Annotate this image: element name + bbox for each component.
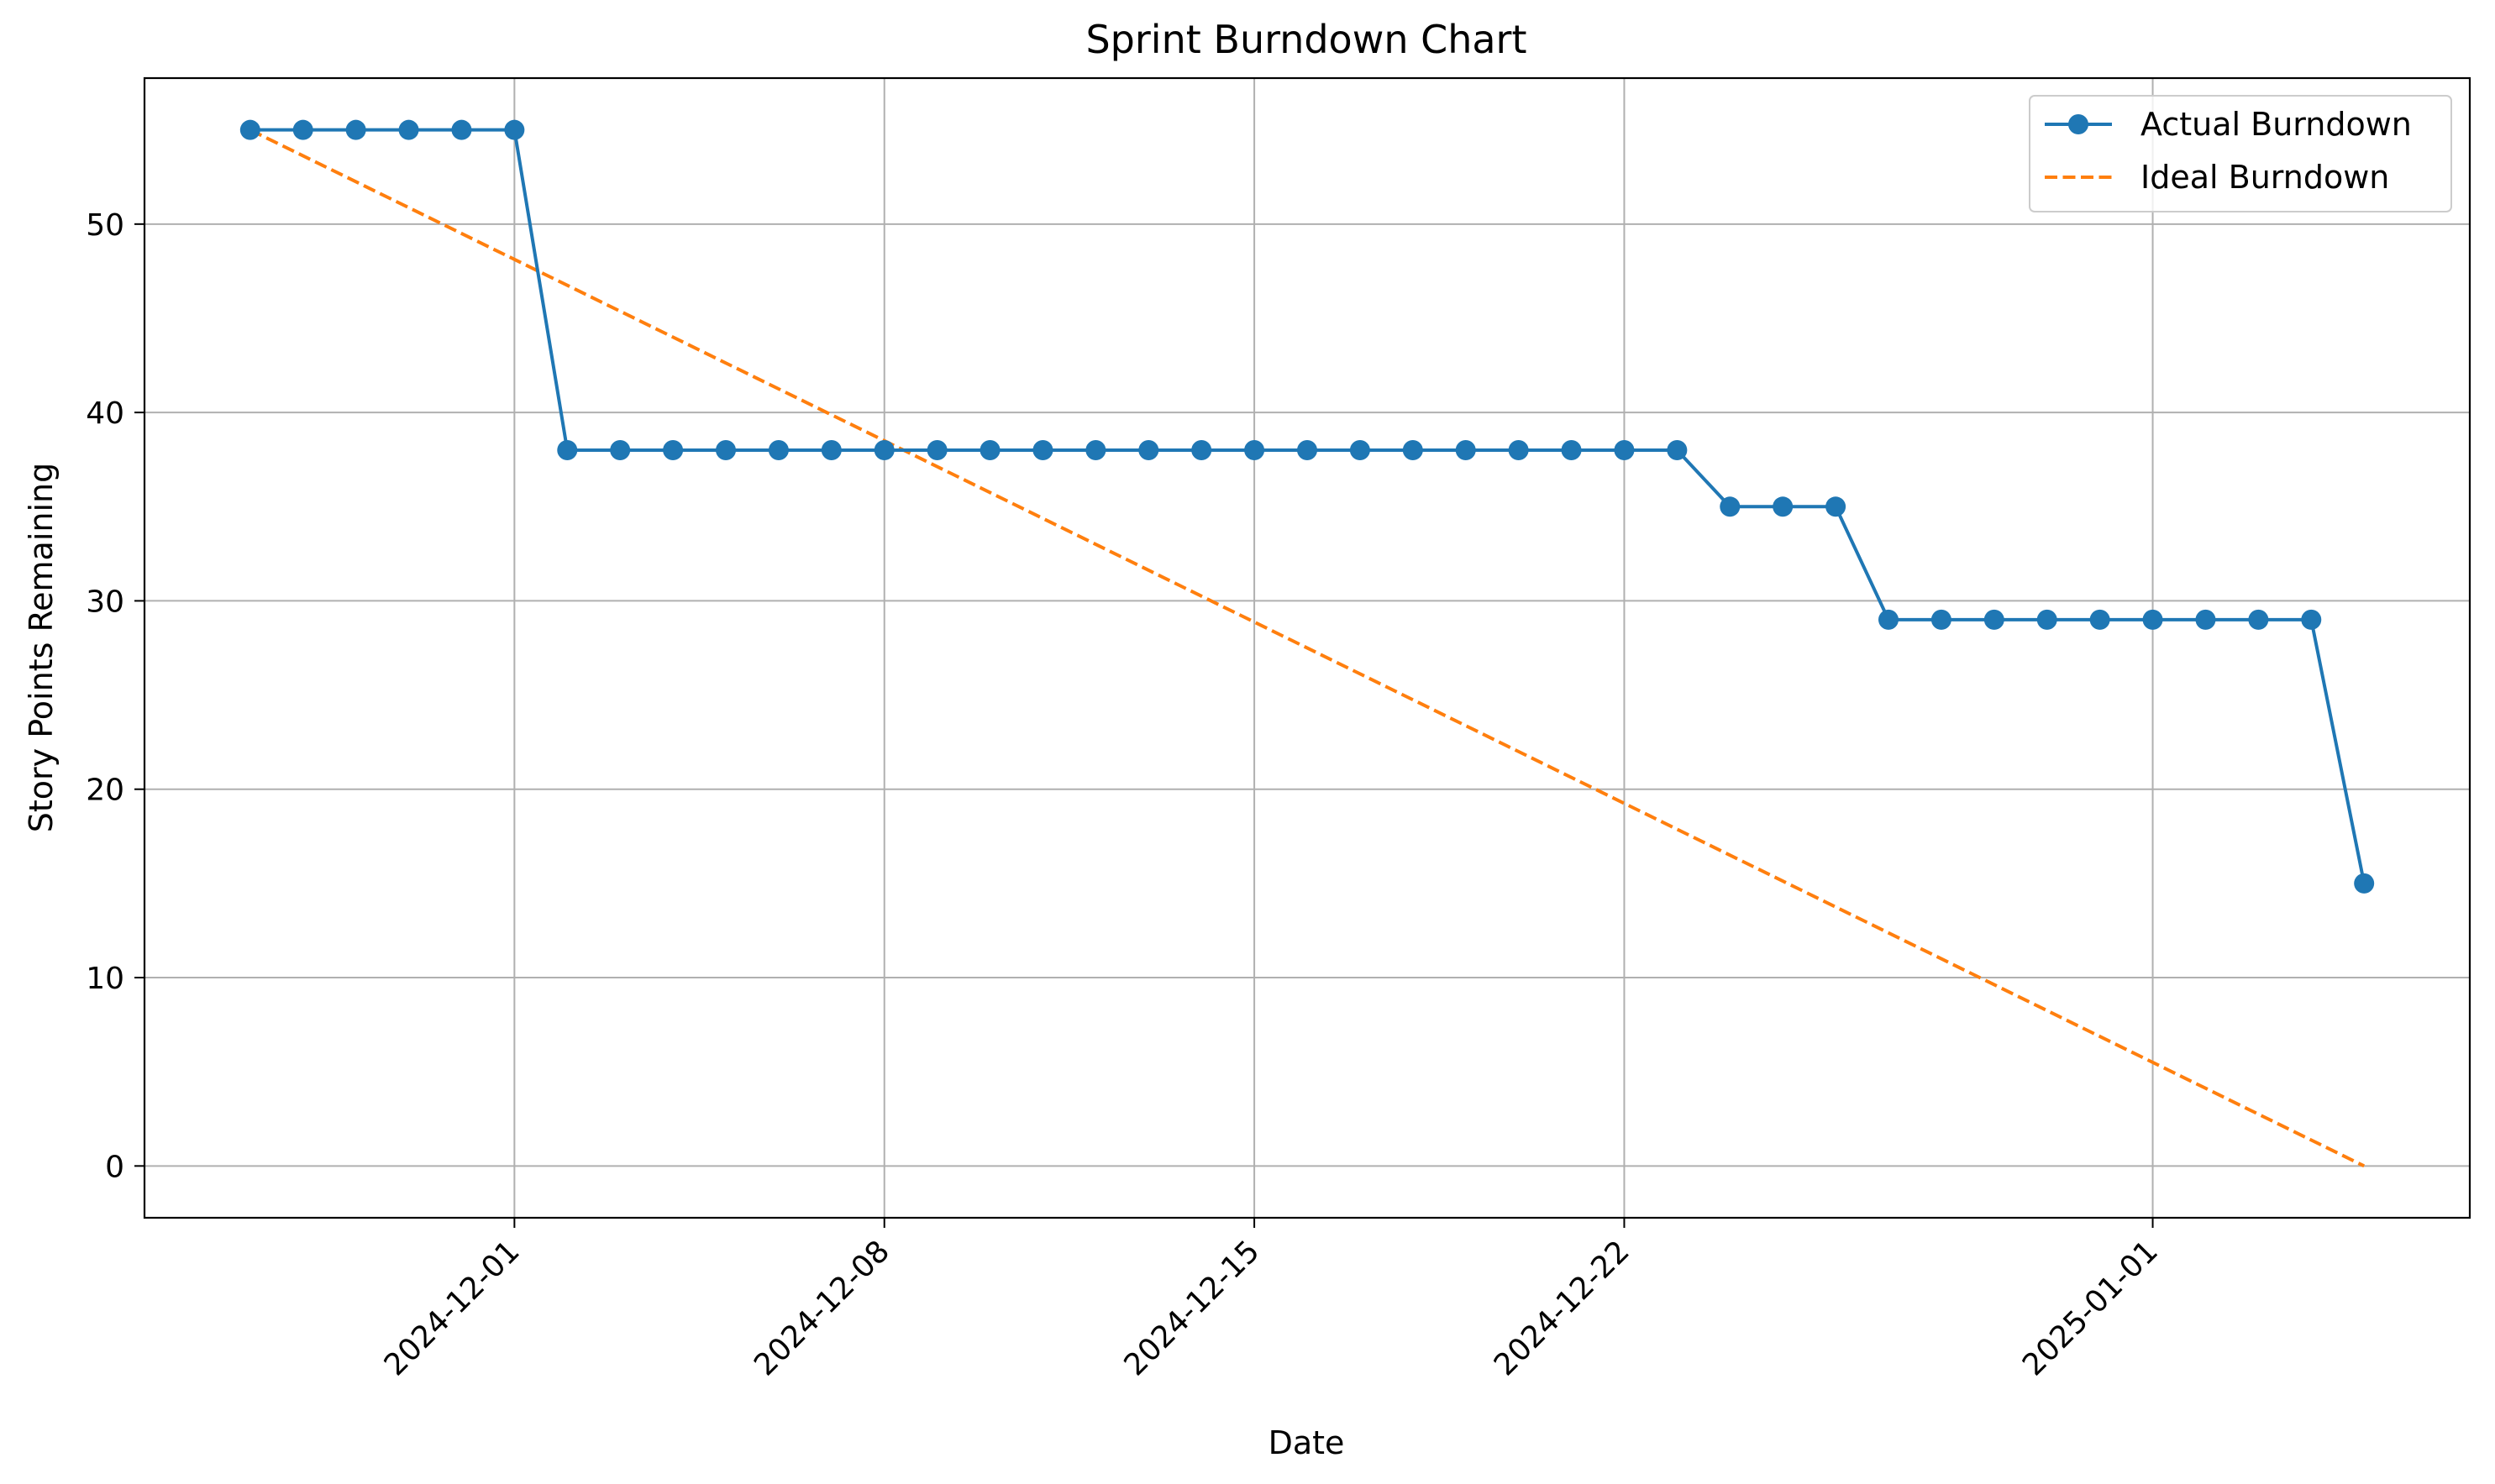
actual-burndown-point bbox=[980, 439, 1001, 460]
actual-burndown-point bbox=[398, 119, 419, 140]
x-axis-label: Date bbox=[1269, 1424, 1345, 1461]
actual-burndown-point bbox=[1720, 496, 1741, 517]
actual-burndown-point bbox=[768, 439, 789, 460]
actual-burndown-point bbox=[1561, 439, 1582, 460]
actual-burndown-point bbox=[345, 119, 366, 140]
actual-burndown-point bbox=[1085, 439, 1106, 460]
plot-area-frame bbox=[143, 76, 2471, 1219]
ideal-burndown-line bbox=[249, 128, 2366, 1168]
actual-burndown-point bbox=[927, 439, 948, 460]
y-axis-label: Story Points Remaining bbox=[23, 463, 60, 832]
actual-burndown-point bbox=[2089, 609, 2110, 630]
actual-burndown-point bbox=[2142, 609, 2163, 630]
actual-burndown-point bbox=[292, 119, 313, 140]
legend-actual-label: Actual Burndown bbox=[2140, 106, 2412, 143]
actual-burndown-point bbox=[1244, 439, 1265, 460]
actual-burndown-point bbox=[1032, 439, 1053, 460]
actual-burndown-point bbox=[1930, 609, 1951, 630]
actual-burndown-point bbox=[2301, 609, 2322, 630]
chart-title: Sprint Burndown Chart bbox=[1085, 17, 1526, 62]
actual-burndown-point bbox=[2036, 609, 2057, 630]
ideal-burndown-series bbox=[249, 128, 2366, 1168]
actual-burndown-point bbox=[716, 439, 736, 460]
actual-burndown-series bbox=[239, 119, 2375, 894]
actual-burndown-point bbox=[2195, 609, 2216, 630]
actual-burndown-point bbox=[1508, 439, 1529, 460]
actual-burndown-point bbox=[239, 119, 260, 140]
actual-burndown-point bbox=[874, 439, 895, 460]
actual-burndown-point bbox=[1138, 439, 1159, 460]
grid-lines bbox=[144, 78, 2470, 1218]
actual-burndown-point bbox=[1191, 439, 1212, 460]
actual-burndown-point bbox=[663, 439, 684, 460]
actual-burndown-point bbox=[1983, 609, 2004, 630]
legend-actual-marker bbox=[2068, 114, 2088, 134]
actual-burndown-point bbox=[1402, 439, 1423, 460]
legend-box bbox=[2029, 95, 2452, 212]
actual-burndown-point bbox=[821, 439, 842, 460]
legend-entry-ideal: Ideal Burndown bbox=[2045, 159, 2389, 196]
actual-burndown-point bbox=[1349, 439, 1370, 460]
y-tick-label: 10 bbox=[86, 962, 124, 996]
y-tick-label: 20 bbox=[86, 773, 124, 808]
y-tick-label: 30 bbox=[86, 585, 124, 619]
y-axis-ticks: 0 10 20 30 40 50 bbox=[86, 208, 144, 1184]
legend-entry-actual: Actual Burndown bbox=[2045, 106, 2412, 143]
y-tick-label: 0 bbox=[105, 1150, 124, 1184]
actual-burndown-point bbox=[1878, 609, 1899, 630]
actual-burndown-point bbox=[1455, 439, 1476, 460]
actual-burndown-point bbox=[504, 119, 525, 140]
actual-burndown-point bbox=[1667, 439, 1688, 460]
actual-burndown-point bbox=[610, 439, 631, 460]
actual-burndown-point bbox=[1773, 496, 1794, 517]
y-tick-label: 40 bbox=[86, 396, 124, 431]
actual-burndown-point bbox=[557, 439, 578, 460]
y-tick-label: 50 bbox=[86, 208, 124, 243]
actual-burndown-point bbox=[1297, 439, 1317, 460]
actual-burndown-point bbox=[2354, 873, 2375, 894]
actual-burndown-point bbox=[2248, 609, 2269, 630]
actual-burndown-point bbox=[1614, 439, 1635, 460]
actual-burndown-point bbox=[451, 119, 472, 140]
legend-ideal-label: Ideal Burndown bbox=[2140, 159, 2389, 196]
actual-burndown-point bbox=[1825, 496, 1846, 517]
legend: Actual Burndown Ideal Burndown bbox=[2029, 95, 2452, 212]
